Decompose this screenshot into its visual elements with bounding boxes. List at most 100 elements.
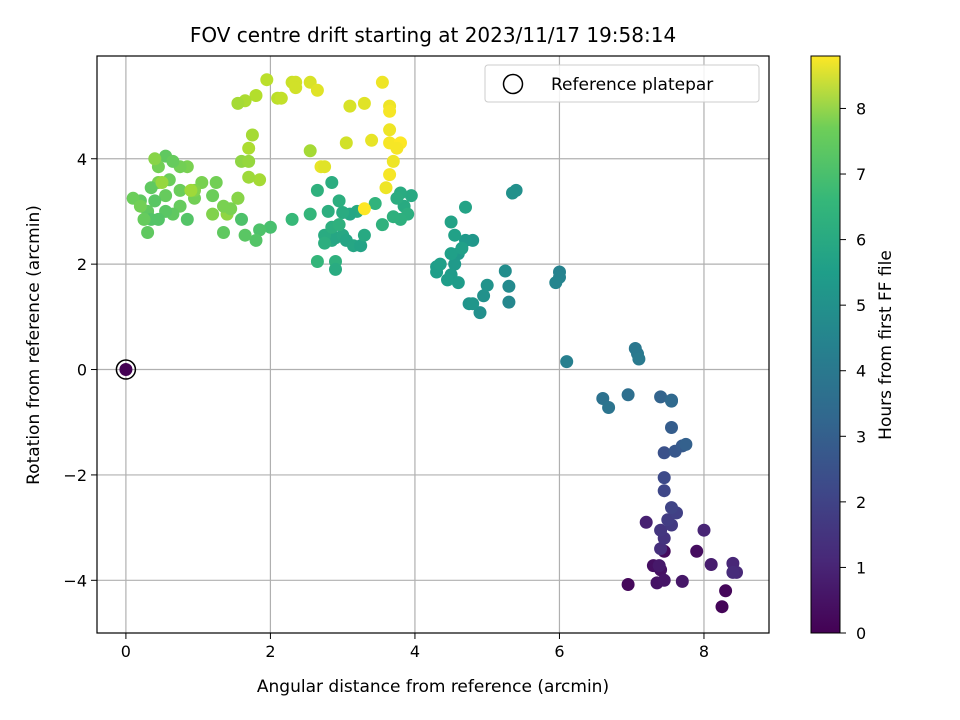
data-point: [455, 241, 469, 255]
data-point: [368, 197, 382, 210]
data-point: [383, 168, 397, 182]
data-point: [242, 141, 256, 155]
data-point: [632, 352, 646, 366]
data-point: [321, 204, 335, 218]
data-point: [357, 96, 371, 110]
data-point: [602, 401, 616, 414]
data-point: [383, 104, 397, 118]
legend-entry-reference-platepar: Reference platepar: [551, 75, 713, 95]
x-tick-label: 6: [554, 642, 564, 661]
reference-platepar-marker: [115, 359, 137, 380]
data-point: [148, 152, 162, 166]
data-point: [498, 264, 512, 278]
data-point: [260, 73, 274, 87]
data-point: [665, 501, 678, 515]
data-point: [325, 176, 339, 189]
data-point: [375, 75, 389, 89]
data-point: [639, 515, 653, 529]
legend-box: [484, 64, 760, 103]
data-point: [303, 144, 317, 158]
data-point: [675, 574, 689, 588]
data-point: [715, 600, 729, 614]
data-point: [704, 558, 718, 571]
data-point: [404, 189, 418, 203]
data-point: [657, 446, 671, 460]
data-point: [144, 181, 158, 195]
data-points: [119, 73, 743, 614]
data-point: [249, 233, 263, 247]
colorbar-tick-label: 2: [856, 493, 866, 512]
data-point: [560, 355, 574, 369]
data-point: [502, 279, 516, 293]
data-point: [654, 390, 668, 404]
data-point: [657, 471, 671, 485]
x-tick-label: 2: [265, 642, 275, 661]
data-point: [379, 181, 393, 195]
data-point: [151, 212, 165, 226]
y-axis-label: Rotation from reference (arcmin): [24, 205, 44, 485]
y-tick-label: 4: [77, 150, 87, 169]
data-point: [339, 136, 353, 150]
data-point: [444, 215, 458, 229]
data-point: [141, 226, 155, 239]
colorbar-tick-label: 3: [856, 427, 866, 446]
data-point: [441, 273, 454, 287]
data-point: [466, 297, 480, 311]
x-tick-label: 8: [699, 642, 709, 661]
data-point: [375, 218, 389, 232]
data-point: [274, 91, 288, 105]
data-point: [433, 257, 447, 271]
reference-marker: [115, 359, 137, 380]
data-point: [657, 484, 671, 498]
data-point: [549, 276, 563, 290]
data-point: [336, 206, 350, 219]
colorbar-tick-label: 8: [856, 99, 866, 118]
data-point: [310, 183, 324, 197]
data-point: [253, 223, 267, 237]
data-point: [133, 199, 147, 213]
data-point: [206, 207, 220, 221]
data-point: [245, 128, 259, 142]
data-point: [318, 160, 332, 174]
data-point: [242, 170, 256, 184]
colorbar-tick-label: 0: [856, 624, 866, 643]
data-point: [621, 388, 635, 402]
data-point: [209, 176, 223, 189]
data-point: [386, 154, 400, 168]
data-point: [365, 133, 379, 147]
data-point: [217, 226, 230, 239]
data-point: [459, 200, 472, 214]
data-point: [697, 523, 711, 537]
data-point: [383, 123, 397, 137]
data-point: [477, 289, 491, 303]
data-point: [652, 559, 666, 573]
data-point: [444, 247, 458, 261]
colorbar: 0 1 2 3 4 5 6 7 8 Hours from first FF file: [810, 55, 896, 643]
colorbar-tick-label: 5: [856, 296, 866, 315]
colorbar-tick-label: 6: [856, 231, 866, 250]
data-point: [480, 278, 494, 292]
data-point: [173, 183, 187, 197]
data-point: [242, 154, 256, 168]
data-point: [502, 295, 516, 309]
y-tick-label: 0: [77, 361, 87, 380]
colorbar-gradient: [810, 55, 841, 634]
chart-title: FOV centre drift starting at 2023/11/17 …: [190, 23, 676, 47]
data-point: [657, 573, 671, 587]
data-point: [285, 212, 299, 226]
data-point: [289, 81, 303, 95]
legend: Reference platepar: [484, 64, 760, 103]
data-point: [310, 255, 324, 268]
data-point: [249, 89, 263, 102]
data-point: [357, 202, 371, 216]
data-point: [206, 189, 220, 203]
data-point: [621, 578, 635, 591]
data-point: [390, 191, 404, 205]
y-tick-label: −2: [63, 466, 87, 485]
colorbar-ticks: 0 1 2 3 4 5 6 7 8: [840, 99, 866, 643]
data-point: [238, 228, 252, 242]
colorbar-label: Hours from first FF file: [876, 250, 896, 440]
data-point: [390, 141, 404, 155]
data-point: [654, 542, 668, 556]
